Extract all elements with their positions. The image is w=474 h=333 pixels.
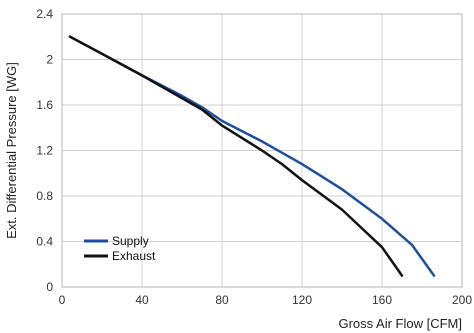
x-axis-label: Gross Air Flow [CFM] bbox=[338, 316, 462, 331]
series-lines bbox=[68, 35, 436, 277]
plot-area bbox=[61, 13, 463, 288]
x-tick-label: 200 bbox=[452, 293, 472, 307]
y-tick-label: 2 bbox=[46, 53, 53, 67]
y-tick-label: 0 bbox=[46, 280, 53, 294]
x-tick-label: 40 bbox=[135, 293, 149, 307]
y-tick-label: 0.8 bbox=[36, 189, 53, 203]
y-axis-label: Ext. Differential Pressure [WG] bbox=[4, 62, 19, 239]
legend: Supply Exhaust bbox=[84, 234, 156, 263]
x-tick-label: 80 bbox=[215, 293, 229, 307]
series-line-exhaust bbox=[68, 35, 404, 277]
y-tick-label: 1.6 bbox=[36, 98, 53, 112]
x-tick-label: 160 bbox=[372, 293, 392, 307]
y-tick-label: 2.4 bbox=[36, 7, 53, 21]
legend-label-supply: Supply bbox=[112, 234, 149, 248]
legend-label-exhaust: Exhaust bbox=[112, 249, 156, 263]
y-tick-label: 0.4 bbox=[36, 235, 53, 249]
tick-labels: 0 40 80 120 160 200 0 0.4 0.8 1.2 1.6 2 2.4 bbox=[36, 7, 472, 307]
x-tick-label: 0 bbox=[59, 293, 66, 307]
x-tick-label: 120 bbox=[292, 293, 312, 307]
y-tick-label: 1.2 bbox=[36, 144, 53, 158]
